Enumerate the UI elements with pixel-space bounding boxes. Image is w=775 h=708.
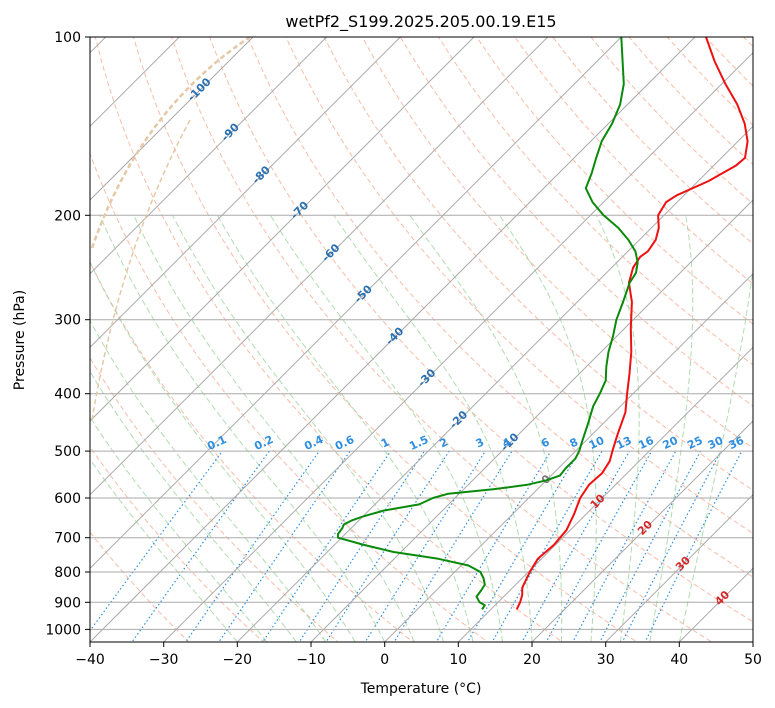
mixing-ratio-label: 36 — [727, 434, 747, 452]
dry-adiabat — [361, 37, 753, 449]
x-tick-label: 0 — [380, 652, 389, 668]
moist-adiabat — [270, 215, 503, 642]
x-tick-label: −10 — [296, 652, 326, 668]
y-tick-label: 100 — [54, 30, 81, 46]
y-tick-label: 700 — [54, 531, 81, 547]
isotherm-line — [163, 51, 753, 642]
isotherms — [90, 37, 753, 642]
x-tick-label: −40 — [75, 652, 105, 668]
x-tick-label: 50 — [744, 652, 762, 668]
y-tick-label: 800 — [54, 565, 81, 581]
theta-e-curve — [90, 37, 251, 421]
mixing-ratio-label: 30 — [706, 434, 726, 452]
plot-area: -100-90-80-70-60-50-40-30-20-10010203040… — [90, 37, 753, 642]
x-tick-label: 10 — [449, 652, 467, 668]
moist-adiabat — [172, 215, 445, 642]
dry-adiabat — [476, 37, 753, 325]
moist-adiabat — [90, 458, 238, 642]
moist-adiabat — [133, 215, 415, 642]
chart-title: wetPf2_S199.2025.205.00.19.E15 — [285, 12, 556, 32]
x-tick-label: 30 — [597, 652, 615, 668]
mixing-ratio-label: 20 — [661, 434, 681, 452]
isotherm-line — [90, 37, 328, 275]
moist-adiabat — [90, 319, 327, 642]
dry-adiabat — [399, 37, 753, 407]
isotherm-line — [531, 420, 753, 642]
x-axis-title: Temperature (°C) — [360, 681, 482, 697]
y-tick-label: 600 — [54, 491, 81, 507]
dry-adiabat — [94, 37, 564, 642]
moist-adiabat — [678, 265, 753, 642]
dry-adiabat — [170, 37, 713, 642]
plot-frame — [89, 36, 754, 643]
dry-adiabat — [285, 37, 753, 535]
isotherm-line — [310, 199, 753, 642]
y-axis-title: Pressure (hPa) — [12, 290, 28, 390]
dry-adiabat — [209, 37, 753, 623]
dry-adiabat — [514, 37, 753, 285]
isotherm-line — [90, 37, 696, 642]
x-tick-label: −30 — [149, 652, 179, 668]
dry-adiabat — [90, 446, 265, 642]
moist-adiabat — [596, 215, 640, 642]
x-axis: −40 −30 −20 −10 0 10 20 30 40 50 — [75, 642, 762, 668]
y-tick-label: 500 — [54, 444, 81, 460]
x-tick-label: 20 — [523, 652, 541, 668]
isotherm-line — [605, 493, 753, 642]
moist-adiabat — [333, 215, 533, 642]
isobars — [90, 37, 753, 630]
isotherm-line — [90, 37, 549, 496]
y-tick-label: 300 — [54, 313, 81, 329]
moist-adiabat — [649, 215, 694, 642]
x-tick-label: −20 — [223, 652, 253, 668]
theta-e-curve — [91, 119, 191, 421]
isotherm-line — [90, 37, 622, 570]
isotherm-line — [90, 37, 401, 349]
isotherm-line — [236, 125, 753, 642]
moist-adiabat — [409, 215, 563, 642]
moist-adiabats — [90, 215, 753, 642]
moist-adiabat — [90, 416, 268, 642]
isotherm-line — [384, 272, 753, 642]
moist-adiabat — [217, 215, 474, 642]
mixing-ratio-label: 25 — [685, 434, 704, 452]
mixing-ratio-label: 10 — [587, 434, 607, 452]
temperature-profile — [515, 37, 749, 610]
sounding-series — [337, 37, 749, 610]
y-axis: 100 200 300 400 500 600 700 800 900 1000 — [45, 30, 90, 638]
dewpoint-profile — [337, 37, 639, 610]
moist-adiabat — [90, 370, 297, 642]
isotherm-line — [457, 346, 753, 642]
y-tick-label: 200 — [54, 208, 81, 224]
y-tick-label: 900 — [54, 595, 81, 611]
dry-adiabat — [90, 260, 414, 642]
moist-adiabat — [90, 260, 356, 642]
y-tick-label: 1000 — [45, 622, 81, 638]
moist-adiabat — [499, 215, 597, 642]
isotherm-line — [90, 37, 254, 201]
mixing-ratio-label: 16 — [636, 434, 656, 452]
isotherm-line — [90, 37, 475, 422]
y-tick-label: 400 — [54, 387, 81, 403]
dry-adiabat — [90, 531, 190, 642]
mixing-ratio-label: 13 — [614, 434, 633, 452]
x-tick-label: 40 — [670, 652, 688, 668]
theta-e-curve — [90, 37, 251, 249]
